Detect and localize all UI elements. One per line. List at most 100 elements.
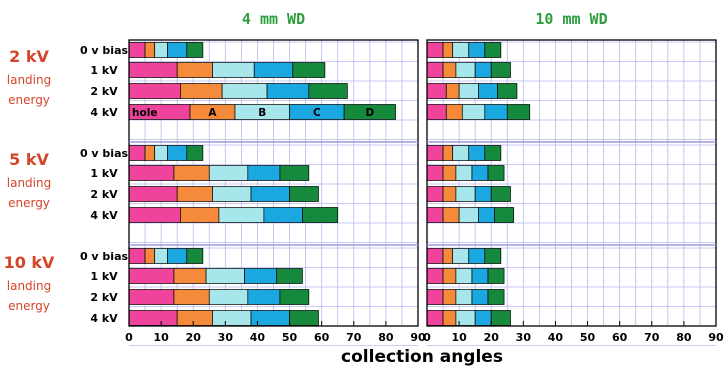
bar-segment	[487, 289, 505, 305]
row-label: 1 kV	[90, 64, 118, 77]
bar-segment	[186, 42, 204, 58]
x-tick-label: 20	[484, 331, 500, 344]
x-tick-label: 40	[250, 331, 266, 344]
bar-segment	[292, 62, 326, 78]
row-label: 4 kV	[90, 209, 118, 222]
x-tick-label: 0	[423, 331, 431, 344]
bar-segment	[186, 145, 204, 161]
bar-segment	[218, 207, 265, 223]
bar-segment	[263, 207, 303, 223]
x-tick-label: 50	[282, 331, 298, 344]
bar-segment	[471, 268, 489, 284]
bar-segment	[212, 310, 252, 326]
plot-frame	[426, 39, 717, 327]
bar-segment	[144, 145, 156, 161]
bar-segment	[167, 145, 188, 161]
bar-segment	[442, 289, 457, 305]
bar-segment	[289, 310, 319, 326]
bar-segment	[128, 145, 146, 161]
bar-segment	[445, 83, 460, 99]
bar-segment	[426, 310, 444, 326]
bar-segment	[471, 165, 489, 181]
bar-segment	[205, 268, 245, 284]
bar-segment	[212, 62, 255, 78]
x-axis-label: collection angles	[341, 347, 503, 367]
row-label: 0 v bias	[80, 44, 129, 57]
bar-segment	[442, 310, 457, 326]
bar-segment	[426, 207, 444, 223]
group-label: landing	[7, 73, 51, 87]
group-label: energy	[8, 93, 50, 107]
bar-segment	[484, 145, 502, 161]
bar-segment	[468, 145, 486, 161]
x-tick-label: 90	[708, 331, 724, 344]
x-tick-label: 10	[153, 331, 169, 344]
bar-segment	[442, 268, 457, 284]
bar-segment	[484, 42, 502, 58]
x-tick-label: 60	[612, 331, 628, 344]
bar-segment	[455, 186, 476, 202]
x-tick-label: 40	[548, 331, 564, 344]
bar-segment	[487, 268, 505, 284]
segment-label: D	[365, 107, 374, 119]
x-tick-label: 70	[644, 331, 660, 344]
bar-segment	[461, 104, 486, 120]
bar-segment	[167, 248, 188, 264]
group-label: energy	[8, 299, 50, 313]
bar-segment	[279, 289, 310, 305]
group-label: landing	[7, 279, 51, 293]
bar-segment	[484, 104, 508, 120]
x-tick-label: 0	[125, 331, 133, 344]
bar-segment	[474, 310, 492, 326]
bar-segment	[426, 104, 447, 120]
bar-segment	[458, 207, 479, 223]
group-label: 10 kV	[4, 253, 55, 272]
bar-segment	[442, 42, 454, 58]
bar-segment	[468, 248, 486, 264]
bar-segment	[442, 248, 454, 264]
bar-segment	[474, 62, 492, 78]
row-label: 0 v bias	[80, 250, 129, 263]
bar-segment	[426, 42, 444, 58]
bar-segment	[154, 145, 168, 161]
row-label: 2 kV	[90, 188, 118, 201]
bar-segment	[186, 248, 204, 264]
bar-segment	[458, 83, 479, 99]
bar-segment	[452, 248, 470, 264]
row-label: 2 kV	[90, 291, 118, 304]
bar-segment	[343, 104, 396, 120]
row-label: 1 kV	[90, 270, 118, 283]
bar-segment	[176, 310, 213, 326]
segment-label: C	[313, 107, 321, 119]
bar-segment	[490, 186, 511, 202]
bar-segment	[128, 83, 181, 99]
bar-segment	[266, 83, 310, 99]
group-label: landing	[7, 176, 51, 190]
x-tick-label: 60	[314, 331, 330, 344]
bar-segment	[154, 42, 168, 58]
group-label: 2 kV	[9, 47, 49, 66]
bar-segment	[426, 62, 444, 78]
bar-segment	[426, 165, 444, 181]
bar-segment	[208, 165, 249, 181]
group-label: 5 kV	[9, 150, 49, 169]
bar-segment	[426, 145, 444, 161]
x-tick-label: 30	[218, 331, 234, 344]
bar-segment	[144, 248, 156, 264]
x-tick-label: 20	[186, 331, 202, 344]
x-tick-label: 50	[580, 331, 596, 344]
bar-segment	[128, 207, 181, 223]
x-tick-label: 70	[346, 331, 362, 344]
row-label: 0 v bias	[80, 147, 129, 160]
bar-segment	[128, 310, 178, 326]
bar-segment	[173, 165, 210, 181]
bar-segment	[173, 268, 207, 284]
bar-segment	[426, 83, 447, 99]
bar-segment	[452, 145, 470, 161]
bar-segment	[176, 186, 213, 202]
bar-segment	[490, 62, 511, 78]
bar-segment	[308, 83, 348, 99]
bar-segment	[487, 165, 505, 181]
